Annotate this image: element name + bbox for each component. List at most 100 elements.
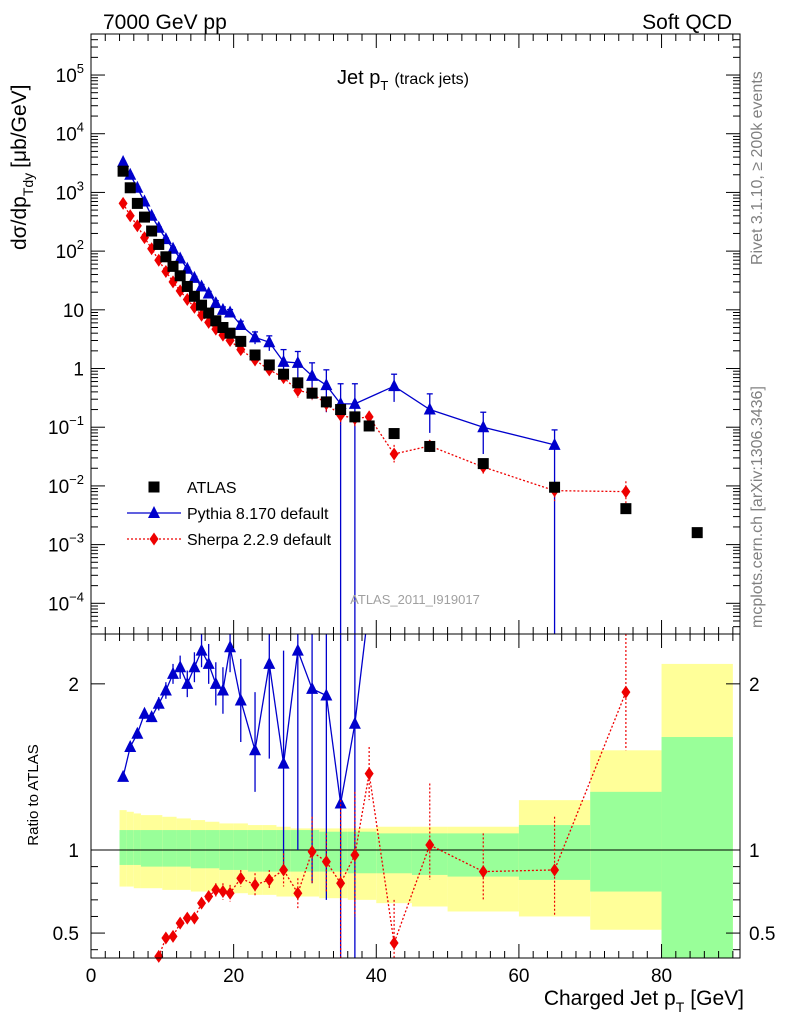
ratio-y-axis-label: Ratio to ATLAS <box>25 744 42 845</box>
pythia-ratio-point <box>277 756 290 769</box>
y-axis-label: dσ/dpTdy[μb/GeV] <box>8 85 36 251</box>
sherpa-ratio-point <box>279 863 289 877</box>
x-tick-label: 60 <box>508 966 529 987</box>
y-tick-label: 102 <box>56 237 84 263</box>
sherpa-ratio-point <box>154 949 164 963</box>
pythia-ratio-point <box>138 706 151 719</box>
y-tick-label: 10−4 <box>48 589 84 615</box>
ratio-y-tick-label-right: 2 <box>749 675 760 696</box>
x-axis-label: Charged Jet pT [GeV] <box>544 987 744 1015</box>
pythia-ratio-point <box>117 769 130 782</box>
atlas-point <box>278 368 290 380</box>
sherpa-point <box>621 485 631 499</box>
pythia-point <box>209 296 222 309</box>
x-tick-label: 40 <box>366 966 387 987</box>
sherpa-ratio-point <box>621 685 631 699</box>
pythia-ratio-point <box>334 796 347 809</box>
legend-label: Pythia 8.170 default <box>187 506 329 523</box>
pythia-ratio-point <box>202 656 215 669</box>
legend-marker-square <box>148 481 160 493</box>
atlas-point <box>160 251 172 263</box>
sherpa-ratio-point <box>161 931 171 945</box>
ratio-series-layer <box>117 633 631 963</box>
pythia-point <box>306 368 319 381</box>
sherpa-ratio-point <box>425 838 435 852</box>
side-note-mcplots: mcplots.cern.ch [arXiv:1306.3436] <box>749 386 766 628</box>
ratio-y-tick-label: 0.5 <box>53 924 79 945</box>
y-tick-label: 10 <box>63 301 84 322</box>
data-uncertainty-band-green <box>205 830 220 869</box>
sherpa-ratio-point <box>293 886 303 900</box>
sherpa-ratio-point <box>478 865 488 879</box>
pythia-ratio-point <box>291 643 304 656</box>
legend-item-pythia: Pythia 8.170 default <box>127 506 329 523</box>
pythia-ratio-point <box>167 666 180 679</box>
data-uncertainty-band-green <box>376 833 412 874</box>
atlas-series <box>117 165 703 539</box>
pythia-point <box>263 335 276 348</box>
pythia-point <box>167 241 180 254</box>
sherpa-ratio-point <box>182 911 192 925</box>
x-tick-label: 20 <box>223 966 244 987</box>
main-series-layer <box>117 154 703 634</box>
pythia-ratio-point <box>131 726 144 739</box>
data-uncertainty-band-green <box>590 791 662 892</box>
pythia-ratio-point <box>224 640 237 653</box>
atlas-point <box>138 211 150 223</box>
pythia-point <box>477 420 490 433</box>
pythia-ratio-point <box>348 716 361 729</box>
atlas-point <box>124 182 136 194</box>
sherpa-ratio-point <box>204 890 214 904</box>
atlas-point <box>388 428 400 440</box>
sherpa-ratio-point <box>321 855 331 869</box>
atlas-point <box>424 440 436 452</box>
x-tick-label: 80 <box>651 966 672 987</box>
pythia-point <box>348 396 361 409</box>
data-uncertainty-band-green <box>347 831 377 874</box>
pythia-ratio-point <box>124 739 137 752</box>
sherpa-ratio-point <box>236 871 246 885</box>
header-right: Soft QCD <box>642 11 732 34</box>
data-uncertainty-band-green <box>262 830 277 872</box>
atlas-point <box>620 503 632 515</box>
ratio-uncertainty-bands <box>119 663 733 958</box>
pythia-point <box>388 379 401 392</box>
pythia-point <box>124 167 137 180</box>
pythia-ratio-point <box>152 696 165 709</box>
pythia-point <box>320 378 333 391</box>
ratio-plot-border <box>90 633 741 959</box>
sherpa-point <box>118 196 128 210</box>
watermark: ATLAS_2011_I919017 <box>350 592 480 607</box>
legend-label: Sherpa 2.2.9 default <box>187 532 332 549</box>
y-tick-label: 1 <box>73 360 84 381</box>
header-left: 7000 GeV pp <box>103 11 227 34</box>
y-tick-label: 104 <box>56 120 84 146</box>
pythia-point <box>202 286 215 299</box>
pythia-point <box>195 279 208 292</box>
pythia-ratio-point <box>145 710 158 723</box>
pythia-point <box>224 305 237 318</box>
pythia-point <box>548 437 561 450</box>
pythia-point <box>291 355 304 368</box>
ratio-y-tick-label: 1 <box>68 841 79 862</box>
pythia-ratio-series <box>117 633 367 958</box>
main-plot-frame <box>90 33 741 635</box>
pythia-ratio-point <box>216 683 229 696</box>
side-note-rivet: Rivet 3.1.10, ≥ 200k events <box>749 71 766 265</box>
plot-title: Jet pT (track jets) <box>337 67 469 93</box>
sherpa-ratio-point <box>336 876 346 890</box>
atlas-point <box>217 321 229 333</box>
sherpa-ratio-point <box>364 767 374 781</box>
atlas-point <box>196 299 208 311</box>
sherpa-ratio-point <box>250 878 260 892</box>
pythia-point <box>188 270 201 283</box>
legend-item-atlas: ATLAS <box>148 480 237 497</box>
atlas-point <box>263 359 275 371</box>
data-uncertainty-band-green <box>190 830 206 869</box>
ratio-y-tick-label-right: 0.5 <box>749 924 775 945</box>
data-uncertainty-band-green <box>140 830 163 867</box>
atlas-point <box>691 527 703 539</box>
sherpa-ratio-point <box>168 929 178 943</box>
